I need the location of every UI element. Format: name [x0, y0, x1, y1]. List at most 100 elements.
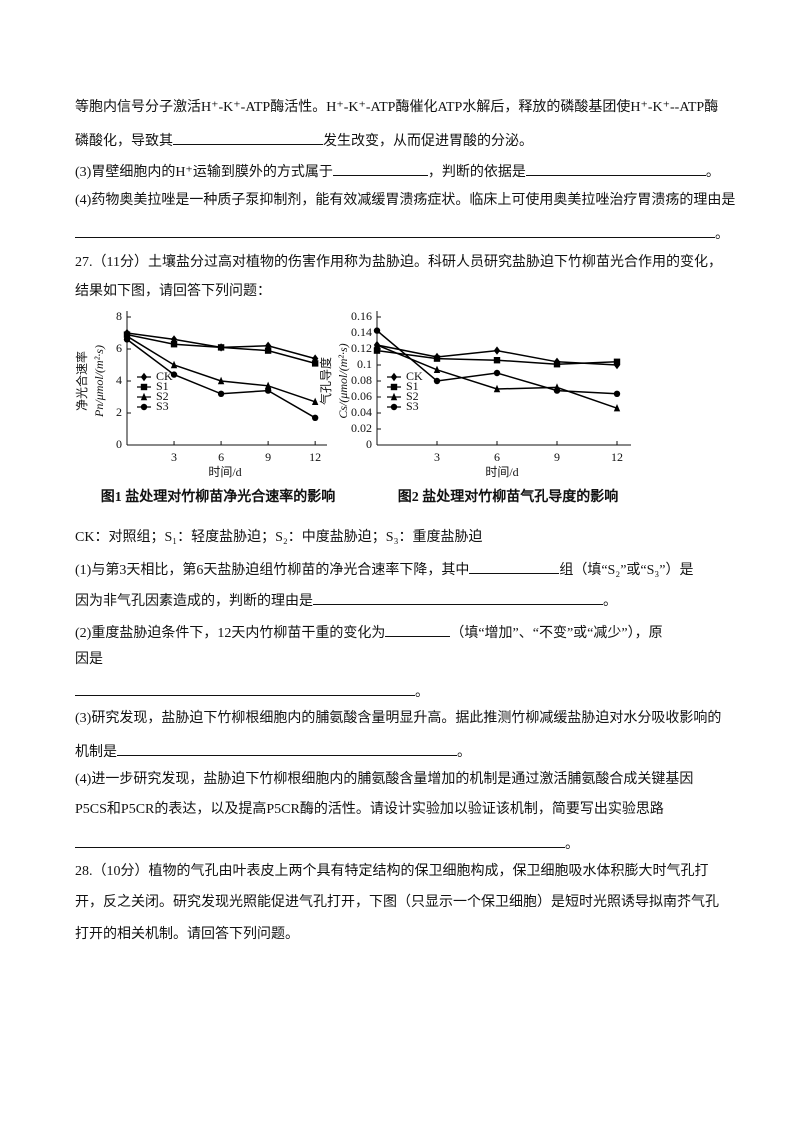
- marker: [170, 371, 178, 378]
- marker: [264, 381, 272, 389]
- chart: 0 2 4 6 8 3 6 9 12 时间/d 净光合速率 Pn/μmol/(m²·s) CKS1S2S…: [74, 309, 327, 479]
- y-axis-label: 净光合速率: [74, 351, 89, 411]
- marker: [433, 355, 441, 362]
- x-tick-label: 6: [218, 450, 224, 464]
- text: 组（填“S₂”或“S₃”）是: [559, 563, 694, 578]
- text: 。: [603, 594, 617, 609]
- text: (2)重度盐胁迫条件下，12天内竹柳苗干重的变化为: [75, 626, 386, 641]
- text: (1)与第3天相比，第6天盐胁迫组竹柳苗的净光合速率下降，其中: [75, 563, 470, 578]
- y-tick-label: 0.1: [357, 357, 372, 371]
- legend-label: S3: [406, 399, 419, 413]
- text: 开，反之关闭。研究发现光照能促进气孔打开，下图（只显示一个保卫细胞）是短时光照诱…: [75, 895, 719, 910]
- marker: [170, 360, 178, 369]
- text-line: 。: [75, 680, 429, 703]
- y-tick-label: 0.12: [351, 341, 372, 355]
- answer-blank: [313, 589, 603, 605]
- x-tick-label: 3: [434, 450, 440, 464]
- marker: [311, 397, 319, 405]
- legend-label: S3: [156, 399, 169, 413]
- y-tick-label: 6: [116, 341, 122, 355]
- answer-blank: [173, 129, 323, 145]
- marker: [264, 387, 272, 394]
- legend-label: CK: [406, 369, 423, 383]
- legend-label: S1: [156, 379, 169, 393]
- text: (4)药物奥美拉唑是一种质子泵抑制剂，能有效减缓胃溃疡症状。临床上可使用奥美拉唑…: [75, 193, 736, 208]
- text-line: 。: [75, 222, 729, 245]
- legend-label: CK: [156, 369, 173, 383]
- legend-label: S1: [406, 379, 419, 393]
- marker: [613, 390, 621, 397]
- marker: [264, 347, 272, 354]
- y-axis-label: Pn/μmol/(m²·s): [92, 345, 106, 418]
- answer-blank: [332, 160, 428, 176]
- figure-caption: 图2 盐处理对竹柳苗气孔导度的影响: [397, 490, 619, 505]
- marker: [217, 344, 225, 351]
- x-axis-label: 时间/d: [485, 465, 518, 479]
- x-tick-label: 9: [554, 450, 560, 464]
- answer-blank: [469, 558, 560, 574]
- text: CK：对照组；S₁：轻度盐胁迫；S₂：中度盐胁迫；S₃：重度盐胁迫: [75, 530, 483, 545]
- x-axis-label: 时间/d: [208, 465, 241, 479]
- marker: [170, 341, 178, 348]
- legend-marker: [140, 372, 148, 382]
- text-line: 28.（10分）植物的气孔由叶表皮上两个具有特定结构的保卫细胞构成，保卫细胞吸水…: [75, 862, 709, 882]
- marker: [493, 357, 501, 364]
- text: 机制是: [75, 745, 117, 760]
- answer-blank: [75, 832, 565, 848]
- y-tick-label: 0.02: [351, 421, 372, 435]
- legend-marker: [140, 403, 148, 411]
- marker: [433, 377, 441, 385]
- text-line: (2)重度盐胁迫条件下，12天内竹柳苗干重的变化为 （填“增加”、“不变”或“减少…: [75, 621, 663, 644]
- legend-marker: [390, 383, 398, 391]
- text: 因为非气孔因素造成的，判断的理由是: [75, 594, 313, 609]
- legend-marker: [390, 403, 398, 411]
- y-axis-label: Cs/(μmol/(m²·s): [336, 343, 350, 418]
- y-tick-label: 0.16: [351, 309, 372, 323]
- text-line: 因是: [75, 650, 103, 670]
- marker: [493, 369, 501, 377]
- text: (3)研究发现，盐胁迫下竹柳根细胞内的脯氨酸含量明显升高。据此推测竹柳减缓盐胁迫…: [75, 711, 722, 726]
- text-line: (4)药物奥美拉唑是一种质子泵抑制剂，能有效减缓胃溃疡症状。临床上可使用奥美拉唑…: [75, 191, 735, 211]
- text-line: 。: [75, 832, 579, 855]
- text: 。: [565, 837, 579, 852]
- y-tick-label: 2: [116, 405, 122, 419]
- text: （填“增加”、“不变”或“减少”），原: [450, 626, 663, 641]
- marker: [613, 358, 621, 365]
- x-tick-label: 12: [309, 450, 321, 464]
- marker: [311, 360, 319, 367]
- text: 28.（10分）植物的气孔由叶表皮上两个具有特定结构的保卫细胞构成，保卫细胞吸水…: [75, 864, 709, 879]
- marker: [493, 384, 501, 393]
- marker: [373, 347, 381, 354]
- text: ，判断的依据是: [427, 165, 526, 180]
- text-line: (3)研究发现，盐胁迫下竹柳根细胞内的脯氨酸含量明显升高。据此推测竹柳减缓盐胁迫…: [75, 709, 721, 729]
- marker: [311, 414, 319, 421]
- legend-label: S2: [156, 389, 169, 403]
- answer-blank: [117, 740, 457, 756]
- y-tick-label: 0.08: [351, 373, 372, 387]
- marker: [553, 361, 561, 368]
- marker: [217, 376, 225, 385]
- text: 27.（11分）土壤盐分过高对植物的伤害作用称为盐胁迫。科研人员研究盐胁迫下竹柳…: [75, 255, 722, 270]
- text-line: CK：对照组；S₁：轻度盐胁迫；S₂：中度盐胁迫；S₃：重度盐胁迫: [75, 528, 482, 548]
- marker: [123, 336, 131, 343]
- y-tick-label: 0: [366, 437, 372, 451]
- text-line: (3)胃壁细胞内的H⁺运输到膜外的方式属于 ，判断的依据是 。: [75, 160, 720, 183]
- legend-marker: [390, 392, 398, 401]
- text: 。: [415, 685, 429, 700]
- text: 发生改变，从而促进胃酸的分泌。: [323, 134, 533, 149]
- x-tick-label: 12: [611, 450, 623, 464]
- y-tick-label: 8: [116, 309, 122, 323]
- marker: [553, 387, 561, 394]
- text: 。: [715, 227, 729, 242]
- x-tick-label: 6: [494, 450, 500, 464]
- chart: 0 0.02 0.04 0.06 0.08 0.1 0.12 0.14 0.16 3 6 9 12 时间/…: [318, 309, 631, 479]
- y-axis-label: 气孔导度: [318, 357, 333, 405]
- marker: [217, 390, 225, 397]
- marker: [264, 341, 272, 350]
- y-tick-label: 0.06: [351, 389, 372, 403]
- y-tick-label: 0.04: [351, 405, 372, 419]
- marker: [373, 327, 381, 334]
- text-line: 磷酸化，导致其 发生改变，从而促进胃酸的分泌。: [75, 129, 533, 152]
- text: 结果如下图，请回答下列问题：: [75, 284, 271, 299]
